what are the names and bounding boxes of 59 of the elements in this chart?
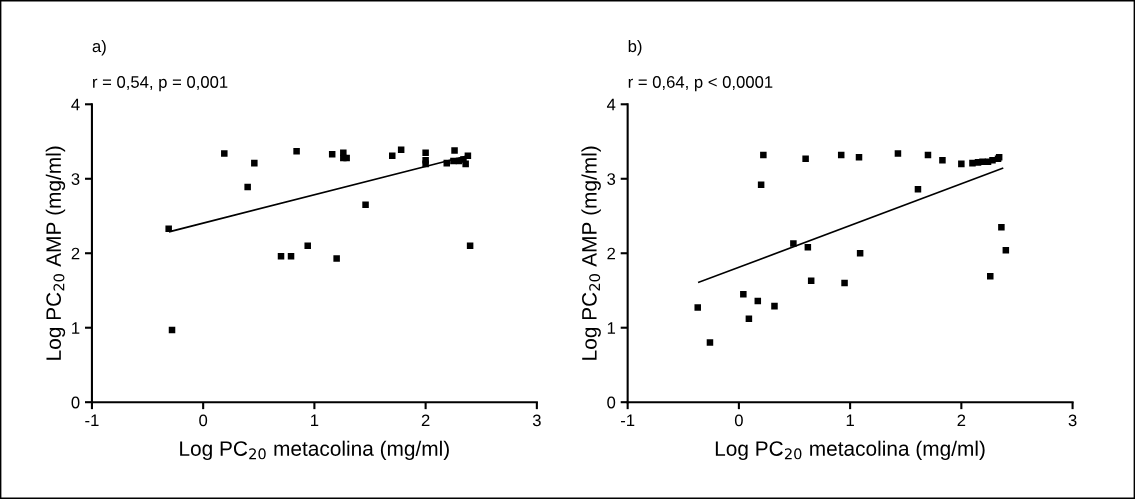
y-tick-label: 4 [606, 98, 616, 111]
point [771, 302, 778, 310]
point [1002, 247, 1010, 254]
text: r = 0,54, p = 0,001 [93, 76, 228, 92]
y-tick-label: 3 [71, 173, 80, 185]
x-tick-label: 3 [1068, 414, 1077, 427]
y-tick-label: 2 [71, 247, 80, 260]
point [804, 244, 812, 251]
point [251, 159, 258, 167]
point [422, 149, 429, 156]
x-axis-title: Log PC$_{20}$ metacolina (mg/ml) [715, 440, 985, 461]
point [362, 201, 369, 209]
point [740, 290, 747, 298]
point [333, 255, 340, 262]
point [165, 225, 172, 232]
text: r = 0,64, p < 0,0001 [628, 76, 773, 92]
x-tick-label: 0 [734, 414, 743, 427]
point [987, 273, 994, 280]
x-tick-label: 1 [846, 414, 854, 427]
point [802, 155, 809, 162]
text: a) [92, 39, 106, 56]
y-tick-label: 3 [607, 173, 616, 185]
point [894, 150, 902, 157]
x-tick-label: -1 [620, 414, 635, 427]
x-tick-label: 3 [532, 414, 541, 427]
y-axis-title: Log PC$_{20}$ AMP (mg/ml) [581, 146, 601, 360]
x-tick-label: 1 [311, 414, 319, 427]
point [694, 304, 701, 311]
point [757, 181, 765, 188]
point [389, 152, 396, 159]
point [221, 150, 228, 157]
point [462, 160, 469, 168]
y-tick-label: 1 [72, 322, 80, 334]
point [422, 160, 429, 168]
y-tick-label: 4 [71, 98, 80, 111]
point [998, 223, 1005, 231]
x-axis-title: Log PC$_{20}$ metacolina (mg/ml) [180, 440, 449, 461]
point [451, 147, 458, 154]
y-axis-title: Log PC$_{20}$ AMP (mg/ml) [45, 146, 66, 360]
y-tick-label: 2 [607, 247, 616, 260]
x-tick-label: 0 [199, 414, 208, 427]
point [790, 240, 797, 247]
y-tick-label: 0 [71, 396, 80, 409]
x-tick-label: 2 [421, 414, 430, 427]
point [958, 160, 965, 168]
point [304, 242, 311, 250]
x-tick-label: 2 [957, 414, 966, 427]
text: b) [628, 39, 642, 56]
point [464, 152, 472, 159]
y-tick-label: 0 [607, 396, 616, 409]
point [244, 183, 251, 191]
point [397, 146, 405, 153]
y-tick-label: 1 [607, 322, 616, 334]
point [760, 151, 767, 159]
point [841, 279, 848, 287]
x-tick-label: -1 [85, 414, 99, 427]
point [706, 339, 714, 346]
point [293, 147, 300, 155]
point [939, 156, 946, 164]
